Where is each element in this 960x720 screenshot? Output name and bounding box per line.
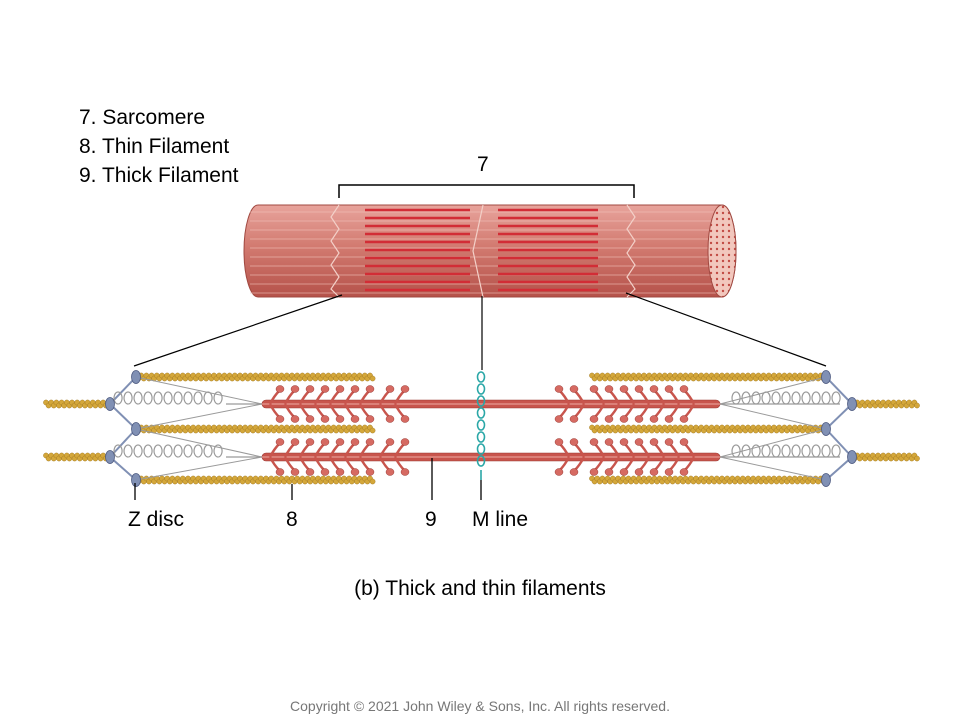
thin-filament xyxy=(849,452,920,462)
thin-filament xyxy=(849,399,920,409)
myofibril-cross-section xyxy=(707,204,737,298)
thin-filament xyxy=(589,424,827,434)
leader-lines xyxy=(134,458,482,500)
z-disc-node xyxy=(105,450,115,464)
legend-item-thick-filament: 9. Thick Filament xyxy=(79,164,239,187)
z-disc-node xyxy=(847,397,857,411)
copyright-notice: Copyright © 2021 John Wiley & Sons, Inc.… xyxy=(290,698,670,714)
thin-filament-label: 8 xyxy=(286,508,298,531)
z-disc-node xyxy=(821,370,831,384)
titin-spring xyxy=(113,444,262,458)
z-disc-node xyxy=(131,370,141,384)
z-disc-label: Z disc xyxy=(128,508,185,531)
legend: 7. Sarcomere 8. Thin Filament 9. Thick F… xyxy=(79,103,239,190)
figure-caption: (b) Thick and thin filaments xyxy=(354,577,606,600)
thick-filament-label: 9 xyxy=(425,508,437,531)
z-disc-node xyxy=(131,473,141,487)
zoom-lines xyxy=(133,292,827,370)
legend-item-sarcomere: 7. Sarcomere xyxy=(79,106,206,129)
sarcomere-bracket xyxy=(338,184,635,198)
z-disc-node xyxy=(847,450,857,464)
sarcomere-label: 7 xyxy=(477,153,489,176)
z-disc-node xyxy=(821,473,831,487)
titin-spring xyxy=(720,444,841,458)
thin-filament xyxy=(43,399,109,409)
m-line xyxy=(476,371,486,480)
titin-spring xyxy=(113,391,262,405)
thin-filament xyxy=(133,424,376,434)
z-disc-nodes xyxy=(105,370,857,487)
myofibril-cylinder xyxy=(243,204,737,298)
filament-lattice xyxy=(43,370,920,487)
m-line-label: M line xyxy=(472,508,529,531)
thick-filament xyxy=(261,385,721,423)
thin-filament xyxy=(133,372,376,382)
thin-filament xyxy=(133,475,376,485)
thick-filament xyxy=(261,438,721,476)
titin-spring xyxy=(720,391,841,405)
z-disc-node xyxy=(105,397,115,411)
thin-filament xyxy=(589,475,827,485)
thin-filament xyxy=(589,372,827,382)
legend-item-thin-filament: 8. Thin Filament xyxy=(79,135,230,158)
z-disc-node xyxy=(131,422,141,436)
z-disc-node xyxy=(821,422,831,436)
thin-filament xyxy=(43,452,109,462)
